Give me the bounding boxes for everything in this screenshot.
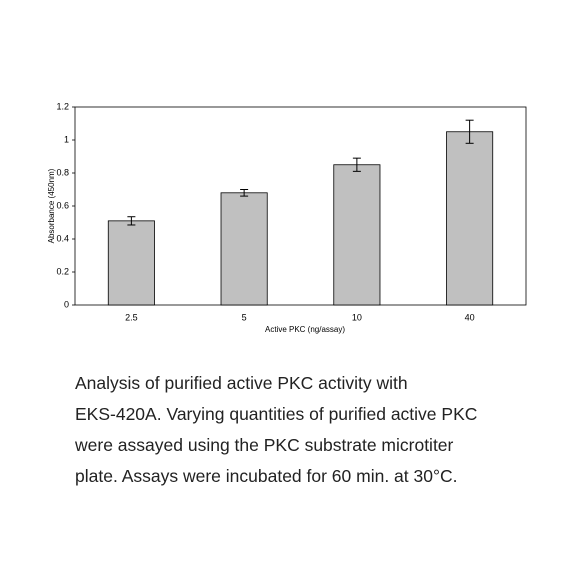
x-tick-label: 2.5 (125, 312, 138, 322)
y-tick-label: 1.2 (56, 101, 69, 111)
bar (333, 164, 381, 306)
x-tick-label: 5 (242, 312, 247, 322)
caption-line: EKS-420A. Varying quantities of purified… (75, 404, 477, 424)
y-tick-label: 0.2 (56, 266, 69, 276)
y-tick-label: 0 (64, 299, 69, 309)
x-tick-label: 40 (465, 312, 475, 322)
x-axis-label: Active PKC (ng/assay) (265, 325, 345, 334)
caption-line: were assayed using the PKC substrate mic… (74, 435, 454, 455)
y-tick-label: 0.8 (56, 167, 69, 177)
error-bar (240, 189, 249, 197)
bar (220, 192, 268, 306)
y-tick-label: 0.6 (56, 200, 69, 210)
x-tick-label: 10 (352, 312, 362, 322)
bar (107, 220, 155, 306)
bar (446, 131, 494, 306)
y-tick-label: 1 (64, 134, 69, 144)
error-bar (352, 157, 361, 172)
error-bar (127, 216, 136, 226)
caption-line: Analysis of purified active PKC activity… (75, 373, 408, 393)
y-axis-label: Absorbance (450nm) (47, 168, 56, 243)
y-tick-label: 0.4 (56, 233, 69, 243)
caption-line: plate. Assays were incubated for 60 min.… (75, 466, 457, 486)
error-bar (465, 119, 474, 144)
